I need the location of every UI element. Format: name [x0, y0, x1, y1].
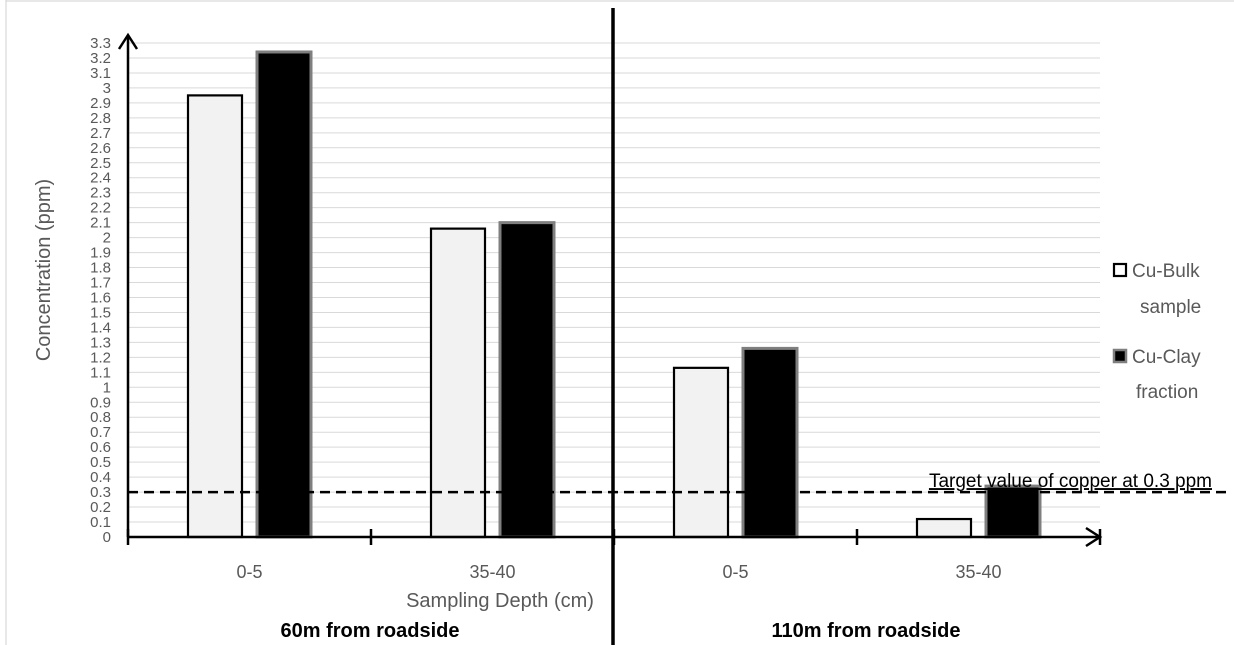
y-tick-label: 1.4	[90, 319, 111, 336]
y-tick-label: 0.7	[90, 424, 111, 441]
bar-clay	[741, 346, 799, 539]
legend-label-clay-line1: Cu-Clay	[1132, 347, 1201, 368]
y-tick-label: 0.1	[90, 514, 111, 531]
y-tick-label: 1.1	[90, 364, 111, 381]
y-tick-label: 0.6	[90, 439, 111, 456]
x-category-label: 0-5	[236, 562, 262, 582]
y-tick-label: 0.2	[90, 499, 111, 516]
y-tick-label: 0.3	[90, 484, 111, 501]
y-axis-arrow	[117, 32, 139, 50]
y-tick-label: 1.8	[90, 260, 111, 277]
legend: Cu-Bulk sample Cu-Clay fraction	[1112, 261, 1201, 403]
y-tick-label: 1	[103, 379, 111, 396]
y-tick-label: 3.2	[90, 50, 111, 67]
y-tick-label: 0.4	[90, 469, 111, 486]
y-tick-label: 2.7	[90, 125, 111, 142]
y-tick-label: 1.3	[90, 334, 111, 351]
x-category-label: 35-40	[469, 562, 515, 582]
y-tick-label: 2.1	[90, 215, 111, 232]
y-tick-label: 2	[103, 230, 111, 247]
y-tick-label: 2.9	[90, 95, 111, 112]
y-tick-label: 2.5	[90, 155, 111, 172]
bar-bulk	[429, 227, 487, 539]
legend-swatch-clay	[1112, 348, 1128, 364]
y-tick-label: 2.4	[90, 170, 111, 187]
y-tick-label: 0	[103, 529, 111, 546]
bar-bulk	[186, 94, 244, 539]
y-tick-label: 1.7	[90, 275, 111, 292]
y-tick-label: 2.3	[90, 185, 111, 202]
x-category-labels: 0-5 35-40 0-5 35-40	[236, 562, 1001, 582]
x-category-label: 0-5	[722, 562, 748, 582]
y-tick-label: 0.5	[90, 454, 111, 471]
bar-clay	[255, 50, 313, 539]
bars	[186, 50, 1042, 539]
bar-clay	[984, 484, 1042, 539]
y-tick-label: 1.5	[90, 304, 111, 321]
y-tick-label: 1.9	[90, 245, 111, 262]
y-tick-label: 2.6	[90, 140, 111, 157]
y-tick-label: 2.2	[90, 200, 111, 217]
y-tick-label: 0.9	[90, 394, 111, 411]
y-tick-label: 1.6	[90, 289, 111, 306]
group-label-110m: 110m from roadside	[772, 620, 961, 642]
y-tick-labels: 00.10.20.30.40.50.60.70.80.911.11.21.31.…	[90, 35, 111, 546]
y-tick-label: 3.3	[90, 35, 111, 52]
y-tick-label: 0.8	[90, 409, 111, 426]
y-tick-label: 1.2	[90, 349, 111, 366]
y-tick-label: 3.1	[90, 65, 111, 82]
legend-label-clay-line2: fraction	[1136, 382, 1198, 403]
legend-label-bulk-line1: Cu-Bulk	[1132, 261, 1200, 282]
x-category-label: 35-40	[955, 562, 1001, 582]
bar-bulk	[915, 517, 973, 539]
x-axis-label: Sampling Depth (cm)	[406, 590, 594, 612]
y-axis-label: Concentration (ppm)	[33, 179, 55, 361]
bar-bulk	[672, 366, 730, 539]
bar-clay	[498, 221, 556, 539]
y-tick-label: 2.8	[90, 110, 111, 127]
target-reference-label: Target value of copper at 0.3 ppm	[929, 471, 1212, 492]
legend-swatch-bulk	[1112, 262, 1128, 278]
group-label-60m: 60m from roadside	[281, 620, 460, 642]
legend-label-bulk-line2: sample	[1140, 297, 1201, 318]
y-tick-label: 3	[103, 80, 111, 97]
